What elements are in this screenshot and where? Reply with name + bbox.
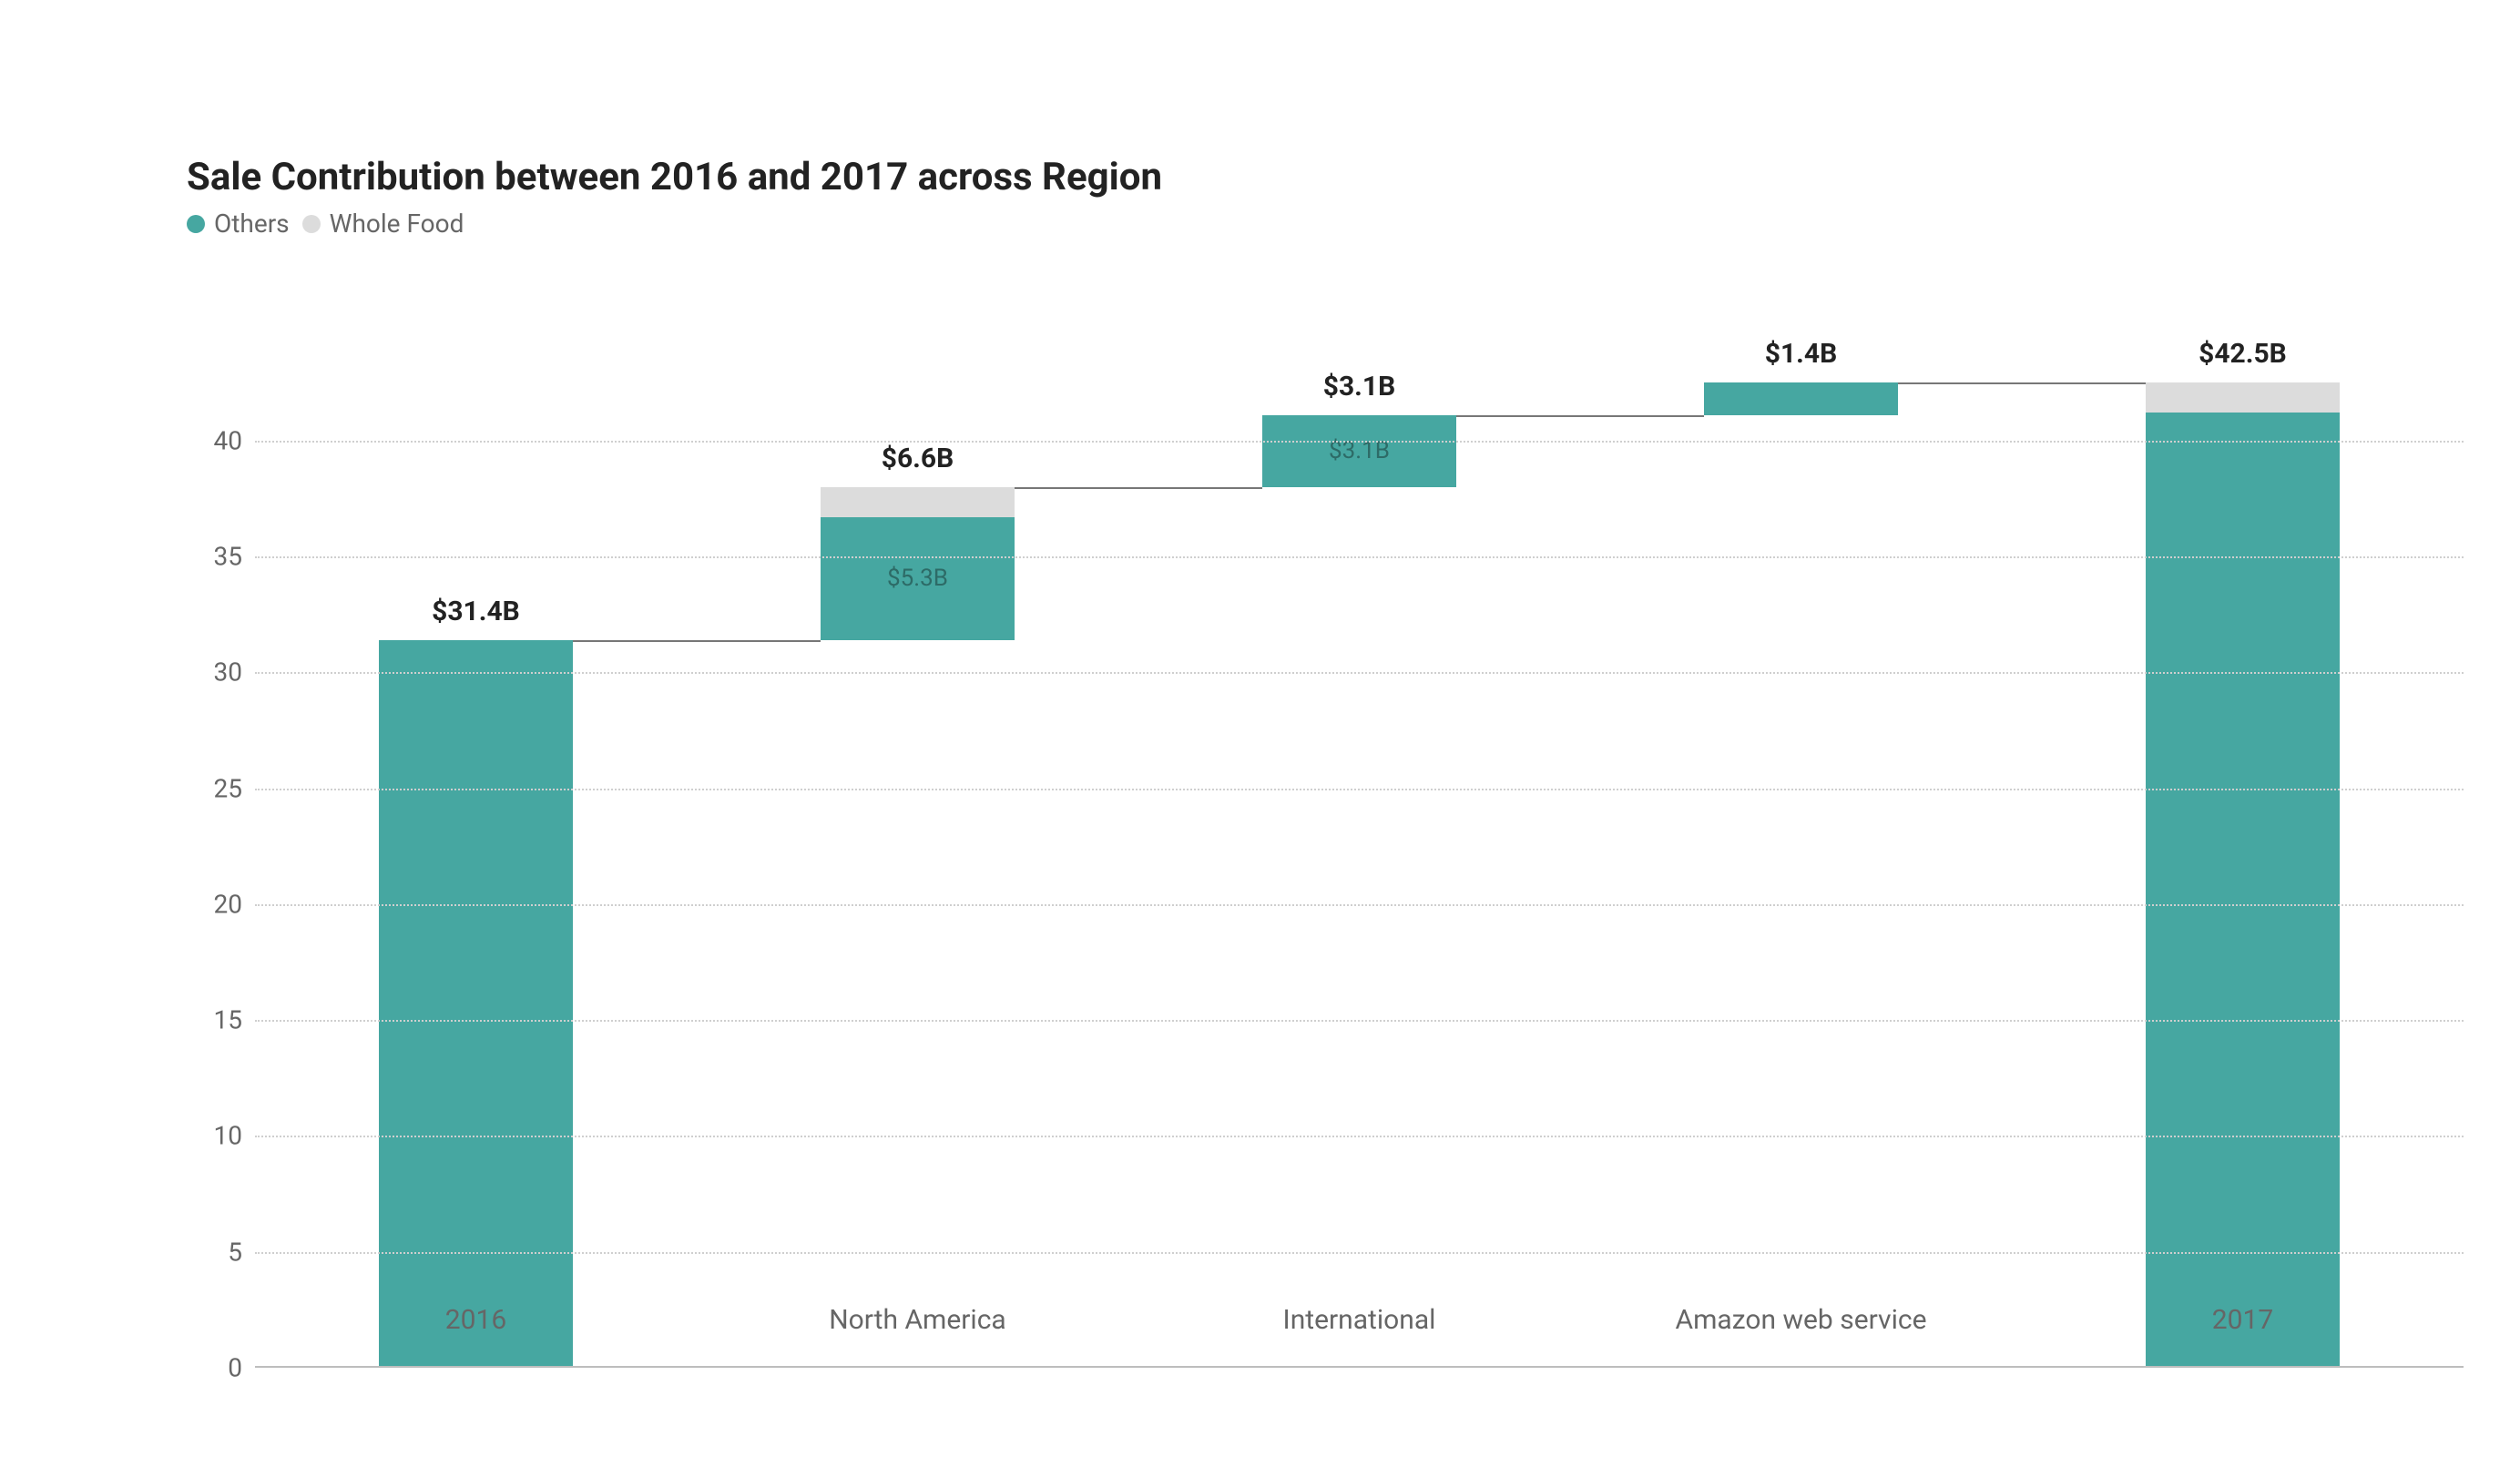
- legend-item[interactable]: Others: [187, 209, 290, 239]
- x-axis-labels: 2016 North America International Amazon web…: [255, 1304, 2464, 1359]
- bar-total-label: $6.6B: [882, 443, 954, 474]
- gridline: [255, 1136, 2464, 1137]
- gridline: [255, 1020, 2464, 1022]
- bar-total-label: $3.1B: [1323, 371, 1395, 402]
- bar-segment: [821, 487, 1015, 517]
- plot-area: $31.4B$5.3B$6.6B$3.1B$3.1B$1.4B$42.5B 05…: [255, 348, 2464, 1368]
- gridline: [255, 1252, 2464, 1254]
- gridline: [255, 441, 2464, 443]
- legend-label: Whole Food: [330, 209, 464, 239]
- bar-aws[interactable]: $1.4B: [1704, 348, 1898, 1368]
- y-tick-label: 15: [214, 1005, 255, 1035]
- waterfall-chart: Sale Contribution between 2016 and 2017 …: [187, 155, 2464, 1366]
- y-tick-label: 10: [214, 1121, 255, 1151]
- gridline: [255, 556, 2464, 558]
- bars-layer: $31.4B $5.3B $6.6B $3.1B$3.1B $1.4B $42.5B: [255, 348, 2464, 1368]
- legend-swatch: [187, 215, 205, 233]
- bar-segment: [2146, 382, 2340, 413]
- gridline: [255, 904, 2464, 906]
- chart-title: Sale Contribution between 2016 and 2017 …: [187, 155, 2464, 199]
- connector-line: [1898, 382, 2146, 384]
- gridline: [255, 789, 2464, 790]
- bar-total-label: $1.4B: [1765, 338, 1837, 370]
- connector-line: [1456, 415, 1704, 417]
- bar-c2016[interactable]: $31.4B: [379, 348, 573, 1368]
- y-tick-label: 25: [214, 773, 255, 803]
- bar-inner-label: $5.3B: [887, 565, 948, 592]
- y-tick-label: 40: [214, 425, 255, 455]
- x-tick-label: 2017: [2212, 1304, 2273, 1336]
- bar-intl[interactable]: $3.1B$3.1B: [1262, 348, 1456, 1368]
- bar-na[interactable]: $5.3B $6.6B: [821, 348, 1015, 1368]
- y-tick-label: 5: [228, 1237, 255, 1267]
- x-tick-label: 2016: [445, 1304, 506, 1336]
- legend: Others Whole Food: [187, 209, 2464, 239]
- legend-label: Others: [214, 209, 290, 239]
- gridline: [255, 672, 2464, 674]
- x-tick-label: North America: [829, 1304, 1005, 1336]
- page: Sale Contribution between 2016 and 2017 …: [0, 0, 2520, 1457]
- bar-c2017[interactable]: $42.5B: [2146, 348, 2340, 1368]
- bar-segment: [379, 640, 573, 1368]
- bar-total-label: $31.4B: [432, 596, 520, 627]
- legend-swatch: [302, 215, 321, 233]
- y-tick-label: 20: [214, 889, 255, 919]
- y-tick-label: 30: [214, 657, 255, 688]
- x-tick-label: International: [1283, 1304, 1436, 1336]
- bar-segment: [1704, 382, 1898, 415]
- connector-line: [573, 640, 821, 642]
- y-tick-label: 35: [214, 542, 255, 572]
- x-axis-line: [255, 1366, 2464, 1368]
- bar-total-label: $42.5B: [2199, 338, 2287, 370]
- x-tick-label: Amazon web service: [1676, 1304, 1927, 1336]
- legend-item[interactable]: Whole Food: [302, 209, 464, 239]
- y-tick-label: 0: [228, 1353, 255, 1383]
- connector-line: [1015, 487, 1262, 489]
